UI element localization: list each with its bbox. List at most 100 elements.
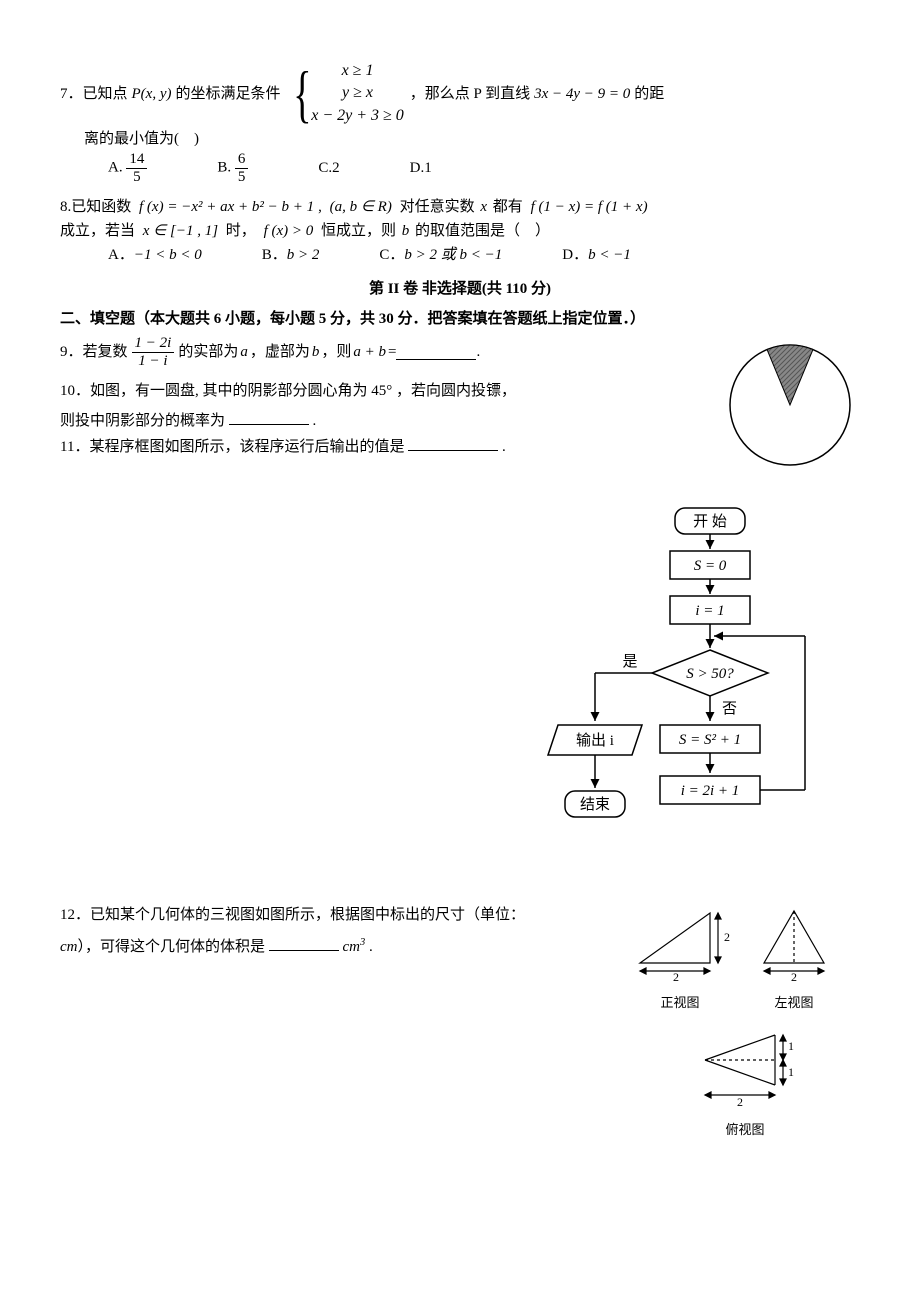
question-10-l2: 则投中阴影部分的概率为 .: [60, 409, 720, 433]
question-12: 12．已知某个几何体的三视图如图所示，根据图中标出的尺寸（单位： cm），可得这…: [60, 903, 860, 1141]
q10-l2a: 则投中阴影部分的概率为: [60, 413, 225, 429]
fc-i1: i = 1: [695, 603, 724, 619]
top-view: 2 1 1 俯视图: [690, 1020, 800, 1141]
front-view: 2 2 正视图: [630, 903, 730, 1014]
q8-l1b: 对任意实数: [400, 199, 475, 215]
q7-optA-den: 5: [126, 169, 147, 186]
q8-optB-m: b > 2: [287, 247, 320, 263]
q8-fx: f (x) = −x² + ax + b² − b + 1: [139, 199, 314, 215]
q8-optC-lbl: C．: [379, 247, 404, 263]
q8-optB: B．b > 2: [262, 243, 320, 267]
q7-optC: C.2: [318, 156, 339, 180]
q9-a: a: [240, 340, 248, 364]
q7-optB: B. 65: [217, 151, 248, 185]
q8-optD-m: b < −1: [588, 247, 631, 263]
q8-comma: ,: [318, 199, 322, 215]
q8-optC: C．b > 2 或 b < −1: [379, 243, 502, 267]
q8-l2b: 时，: [226, 223, 256, 239]
q8-l2c: 恒成立，则: [321, 223, 396, 239]
fc-supdate: S = S² + 1: [679, 732, 741, 748]
q7-prefix: 7．已知点: [60, 82, 128, 106]
q7-optA: A. 145: [108, 151, 147, 185]
tv-h1: 1: [788, 1039, 794, 1053]
q9-b: b: [312, 340, 320, 364]
q8-fxgt: f (x) > 0: [264, 223, 314, 239]
q9-q10-row: 9．若复数 1 − 2i 1 − i 的实部为 a ，虚部为 b ，则 a + …: [60, 335, 860, 483]
q7-pxy: P(x, y): [132, 82, 172, 106]
q9-num: 1 − 2i: [132, 335, 175, 353]
q7-mid1: 的坐标满足条件: [175, 82, 280, 106]
q12-blank: [269, 935, 339, 951]
q7-options: A. 145 B. 65 C.2 D.1: [60, 151, 860, 185]
pie-chart: [720, 335, 860, 483]
fc-cond: S > 50?: [686, 666, 734, 682]
q7-optA-num: 14: [126, 151, 147, 169]
q10-l1a: 10．如图，有一圆盘, 其中的阴影部分圆心角为: [60, 383, 368, 399]
q8-xin: x ∈ [−1 , 1]: [143, 223, 218, 239]
q12-l1: 12．已知某个几何体的三视图如图所示，根据图中标出的尺寸（单位：: [60, 903, 620, 927]
fc-iupdate: i = 2i + 1: [681, 783, 740, 799]
front-label: 正视图: [630, 993, 730, 1014]
q8-optD-lbl: D．: [562, 247, 588, 263]
q11-period: .: [502, 439, 506, 455]
q7-optB-lbl: B.: [217, 160, 231, 176]
fc-yes: 是: [622, 654, 637, 670]
q7-line1: 7．已知点 P(x, y) 的坐标满足条件 { x ≥ 1 y ≥ x x − …: [60, 60, 860, 127]
q9-prefix: 9．若复数: [60, 340, 128, 364]
q8-ab: (a, b ∈ R): [330, 199, 392, 215]
q7-sys-l2: y ≥ x: [311, 82, 404, 104]
q10-angle: 45°: [371, 383, 392, 399]
brace-icon: {: [293, 65, 311, 123]
flowchart-wrap: 开 始 S = 0 i = 1 S > 50? 是 输出 i 结束: [60, 503, 820, 873]
question-8: 8.已知函数 f (x) = −x² + ax + b² − b + 1, (a…: [60, 195, 860, 267]
q10-period: .: [313, 413, 317, 429]
three-views: 2 2 正视图 2 左视图: [630, 903, 860, 1141]
sv-w: 2: [791, 970, 797, 983]
side-label: 左视图: [744, 993, 844, 1014]
q7-sys-l1: x ≥ 1: [311, 60, 404, 82]
fc-start: 开 始: [693, 513, 727, 530]
question-11: 11．某程序框图如图所示，该程序运行后输出的值是 .: [60, 435, 720, 459]
q12-period: .: [369, 939, 373, 955]
tv-w: 2: [737, 1095, 743, 1109]
q8-options: A．−1 < b < 0 B．b > 2 C．b > 2 或 b < −1 D．…: [60, 243, 860, 267]
q9-den: 1 − i: [132, 353, 175, 370]
fv-h: 2: [724, 930, 730, 944]
q8-optA: A．−1 < b < 0: [108, 243, 202, 267]
q8-l1c: 都有: [493, 199, 523, 215]
q8-sym: f (1 − x) = f (1 + x): [531, 199, 648, 215]
q12-l2a: ），可得这个几何体的体积是: [78, 939, 266, 955]
q8-l2a: 成立，若当: [60, 223, 135, 239]
q8-optA-m: −1 < b < 0: [134, 247, 202, 263]
q8-xvar: x: [480, 199, 487, 215]
q9-q10-text: 9．若复数 1 − 2i 1 − i 的实部为 a ，虚部为 b ，则 a + …: [60, 335, 720, 459]
q9-period: .: [476, 340, 480, 364]
tv-h2: 1: [788, 1065, 794, 1079]
q7-optB-den: 5: [235, 169, 249, 186]
q8-optC-m: b > 2 或 b < −1: [404, 247, 502, 263]
q9-mid2: ，虚部为: [250, 340, 310, 364]
top-label: 俯视图: [690, 1120, 800, 1141]
q12-l2: cm），可得这个几何体的体积是 cm3 .: [60, 935, 620, 959]
question-9: 9．若复数 1 − 2i 1 − i 的实部为 a ，虚部为 b ，则 a + …: [60, 335, 720, 369]
q7-mid3: 的距: [634, 82, 664, 106]
side-view: 2 左视图: [744, 903, 844, 1014]
question-7: 7．已知点 P(x, y) 的坐标满足条件 { x ≥ 1 y ≥ x x − …: [60, 60, 860, 185]
q11-text: 11．某程序框图如图所示，该程序运行后输出的值是: [60, 439, 404, 455]
q7-mid2: ，那么点 P 到直线: [410, 82, 530, 106]
q8-optB-lbl: B．: [262, 247, 287, 263]
q9-mid1: 的实部为: [178, 340, 238, 364]
question-10-l1: 10．如图，有一圆盘, 其中的阴影部分圆心角为 45° ，若向圆内投镖，: [60, 379, 720, 403]
q8-l1a: 8.已知函数: [60, 199, 131, 215]
fc-end: 结束: [580, 796, 610, 813]
fv-w: 2: [673, 970, 679, 983]
fc-s0: S = 0: [694, 558, 727, 574]
q9-eq: =: [388, 340, 396, 364]
q8-line2: 成立，若当 x ∈ [−1 , 1] 时， f (x) > 0 恒成立，则 b …: [60, 219, 860, 243]
q9-ab: a + b: [353, 340, 386, 364]
q12-unit: cm3: [343, 939, 366, 955]
q9-mid3: ，则: [321, 340, 351, 364]
q8-line1: 8.已知函数 f (x) = −x² + ax + b² − b + 1, (a…: [60, 195, 860, 219]
q12-text: 12．已知某个几何体的三视图如图所示，根据图中标出的尺寸（单位： cm），可得这…: [60, 903, 620, 959]
q8-optA-lbl: A．: [108, 247, 134, 263]
